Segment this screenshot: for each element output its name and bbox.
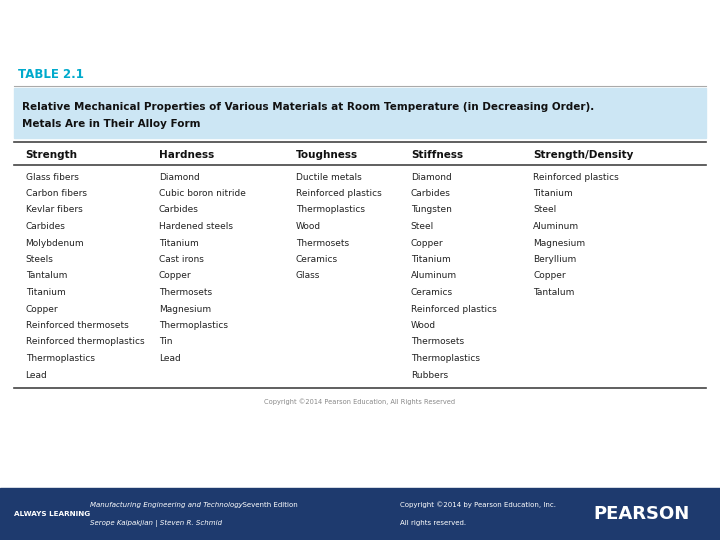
- Text: Molybdenum: Molybdenum: [26, 239, 84, 247]
- Text: Copper: Copper: [534, 272, 566, 280]
- Text: Hardened steels: Hardened steels: [159, 222, 233, 231]
- Text: Magnesium: Magnesium: [159, 305, 211, 314]
- Text: Lead: Lead: [26, 370, 48, 380]
- Text: , Seventh Edition: , Seventh Edition: [238, 502, 298, 508]
- Text: ALWAYS LEARNING: ALWAYS LEARNING: [14, 511, 90, 517]
- Text: All rights reserved.: All rights reserved.: [400, 520, 466, 526]
- Text: Cast irons: Cast irons: [159, 255, 204, 264]
- Text: Steel: Steel: [411, 222, 434, 231]
- Text: Carbides: Carbides: [411, 189, 451, 198]
- Text: Aluminum: Aluminum: [534, 222, 580, 231]
- Text: Relative Mechanical Properties of Various Materials at Room Temperature (in Decr: Relative Mechanical Properties of Variou…: [22, 102, 594, 112]
- Text: Glass: Glass: [296, 272, 320, 280]
- Text: Carbides: Carbides: [159, 206, 199, 214]
- Text: Cubic boron nitride: Cubic boron nitride: [159, 189, 246, 198]
- Text: Copyright ©2014 by Pearson Education, Inc.: Copyright ©2014 by Pearson Education, In…: [400, 502, 556, 508]
- Text: Copper: Copper: [26, 305, 58, 314]
- Text: Titanium: Titanium: [534, 189, 573, 198]
- Text: Carbon fibers: Carbon fibers: [26, 189, 86, 198]
- Text: Ductile metals: Ductile metals: [296, 172, 361, 181]
- Text: Copper: Copper: [411, 239, 444, 247]
- Text: Lead: Lead: [159, 354, 181, 363]
- Text: Thermoplastics: Thermoplastics: [159, 321, 228, 330]
- Text: Kevlar fibers: Kevlar fibers: [26, 206, 82, 214]
- Text: Reinforced plastics: Reinforced plastics: [534, 172, 619, 181]
- Text: Manufacturing Engineering and Technology: Manufacturing Engineering and Technology: [90, 502, 243, 508]
- Text: Thermosets: Thermosets: [159, 288, 212, 297]
- Text: Tantalum: Tantalum: [26, 272, 67, 280]
- Text: Strength: Strength: [26, 150, 78, 160]
- Text: Serope Kalpakjian | Steven R. Schmid: Serope Kalpakjian | Steven R. Schmid: [90, 519, 222, 526]
- Text: Tungsten: Tungsten: [411, 206, 451, 214]
- Text: Beryllium: Beryllium: [534, 255, 577, 264]
- Text: Toughness: Toughness: [296, 150, 358, 160]
- Text: Wood: Wood: [296, 222, 320, 231]
- Text: Carbides: Carbides: [26, 222, 66, 231]
- Bar: [0, 488, 720, 540]
- Text: Tin: Tin: [159, 338, 172, 347]
- Text: Thermoplastics: Thermoplastics: [26, 354, 94, 363]
- Text: Reinforced thermosets: Reinforced thermosets: [26, 321, 128, 330]
- Text: Thermoplastics: Thermoplastics: [296, 206, 364, 214]
- Text: Steels: Steels: [26, 255, 53, 264]
- Text: Steel: Steel: [534, 206, 557, 214]
- Text: Rubbers: Rubbers: [411, 370, 448, 380]
- Text: Reinforced thermoplastics: Reinforced thermoplastics: [26, 338, 144, 347]
- Text: Copper: Copper: [159, 272, 192, 280]
- Text: Metals Are in Their Alloy Form: Metals Are in Their Alloy Form: [22, 119, 200, 129]
- Text: Diamond: Diamond: [159, 172, 199, 181]
- Text: Wood: Wood: [411, 321, 436, 330]
- Text: Stiffness: Stiffness: [411, 150, 463, 160]
- Text: TABLE 2.1: TABLE 2.1: [18, 68, 84, 81]
- Text: Reinforced plastics: Reinforced plastics: [296, 189, 382, 198]
- Text: Strength/Density: Strength/Density: [534, 150, 634, 160]
- Text: Thermosets: Thermosets: [296, 239, 348, 247]
- Text: Reinforced plastics: Reinforced plastics: [411, 305, 497, 314]
- Text: Magnesium: Magnesium: [534, 239, 585, 247]
- Text: Tantalum: Tantalum: [534, 288, 575, 297]
- Text: Titanium: Titanium: [26, 288, 66, 297]
- Bar: [14, 88, 706, 138]
- Text: Thermosets: Thermosets: [411, 338, 464, 347]
- Text: Titanium: Titanium: [159, 239, 199, 247]
- Text: PEARSON: PEARSON: [594, 505, 690, 523]
- Text: Aluminum: Aluminum: [411, 272, 457, 280]
- Text: Ceramics: Ceramics: [296, 255, 338, 264]
- Text: Diamond: Diamond: [411, 172, 451, 181]
- Text: Ceramics: Ceramics: [411, 288, 453, 297]
- Text: Copyright ©2014 Pearson Education, All Rights Reserved: Copyright ©2014 Pearson Education, All R…: [264, 398, 456, 405]
- Text: Titanium: Titanium: [411, 255, 451, 264]
- Text: Thermoplastics: Thermoplastics: [411, 354, 480, 363]
- Text: Hardness: Hardness: [159, 150, 214, 160]
- Text: Glass fibers: Glass fibers: [26, 172, 78, 181]
